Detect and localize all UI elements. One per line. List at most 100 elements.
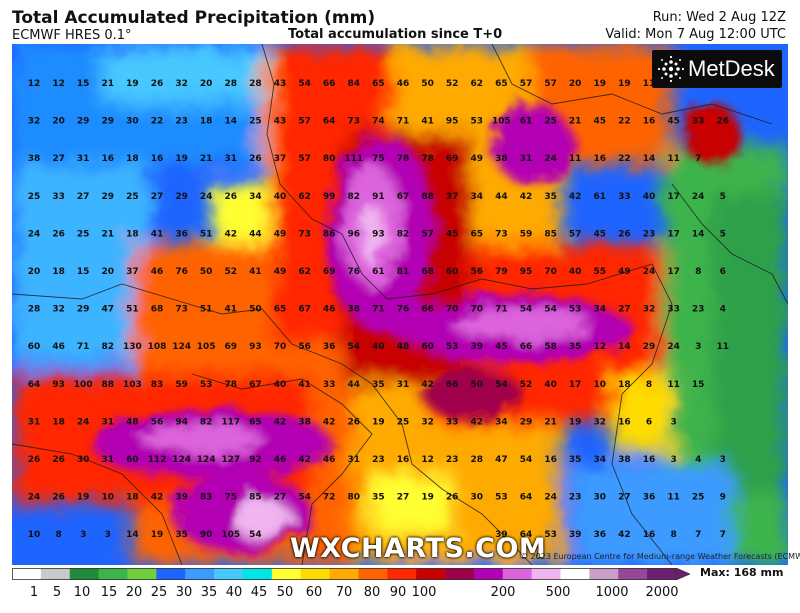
value-label: 62	[298, 267, 311, 277]
value-label: 71	[397, 117, 410, 127]
brand-watermark: WXCHARTS.COM	[290, 533, 547, 564]
value-label: 70	[446, 305, 459, 315]
colorbar-swatch	[531, 568, 562, 580]
value-label: 30	[471, 493, 484, 503]
value-label: 34	[471, 192, 484, 202]
value-label: 59	[175, 380, 188, 390]
valid-time: Valid: Mon 7 Aug 12:00 UTC	[605, 27, 786, 42]
value-label: 54	[249, 530, 262, 540]
value-label: 41	[225, 305, 238, 315]
colorbar-tick-label: 500	[545, 585, 571, 600]
value-label: 5	[720, 192, 726, 202]
value-label: 3	[695, 342, 701, 352]
value-label: 57	[298, 154, 311, 164]
value-label: 7	[695, 154, 701, 164]
colorbar-tick-label: 1000	[595, 585, 629, 600]
colorbar-swatch	[416, 568, 446, 580]
value-label: 88	[421, 192, 434, 202]
colorbar-tick-label: 40	[225, 585, 243, 600]
value-label: 57	[421, 229, 434, 239]
value-label: 16	[151, 154, 164, 164]
value-label: 44	[348, 380, 361, 390]
value-label: 45	[594, 229, 607, 239]
value-label: 19	[618, 79, 631, 89]
value-label: 42	[151, 493, 164, 503]
colorbar-swatch	[445, 568, 475, 580]
value-label: 29	[77, 305, 90, 315]
value-label: 21	[102, 229, 115, 239]
value-label: 130	[123, 342, 142, 352]
value-label: 68	[421, 267, 434, 277]
value-label: 23	[643, 229, 656, 239]
colorbar-swatch	[40, 568, 71, 580]
value-label: 22	[151, 117, 164, 127]
value-label: 76	[175, 267, 188, 277]
value-label: 90	[200, 530, 213, 540]
value-label: 29	[643, 342, 656, 352]
value-label: 12	[594, 342, 607, 352]
value-label: 79	[495, 267, 508, 277]
value-label: 26	[151, 79, 164, 89]
value-label: 61	[594, 192, 607, 202]
value-label: 93	[52, 380, 65, 390]
value-label: 78	[397, 154, 410, 164]
value-label: 65	[249, 417, 262, 427]
colorbar-swatch	[329, 568, 359, 580]
colorbar-swatch	[156, 568, 186, 580]
value-label: 32	[28, 117, 41, 127]
colorbar-swatch	[271, 568, 302, 580]
value-label: 14	[225, 117, 238, 127]
value-label: 6	[720, 267, 726, 277]
logo-text: MetDesk	[688, 56, 775, 81]
value-label: 23	[372, 455, 385, 465]
value-label: 65	[471, 229, 484, 239]
value-label: 59	[520, 229, 533, 239]
value-label: 43	[274, 117, 287, 127]
value-label: 20	[102, 267, 115, 277]
colorbar-tick-label: 15	[100, 585, 118, 600]
value-label: 16	[397, 455, 410, 465]
colorbar-tick-label: 50	[276, 585, 294, 600]
value-label: 19	[372, 417, 385, 427]
value-label: 14	[618, 342, 631, 352]
value-label: 65	[495, 79, 508, 89]
value-label: 35	[372, 380, 385, 390]
precipitation-map[interactable]: 12 12 15 21 19 26 32 20 28 28 43 54 66 84 65 46 50 52 62 65…	[12, 44, 788, 565]
value-label: 11	[667, 493, 680, 503]
value-label: 67	[397, 192, 410, 202]
value-label: 28	[28, 305, 41, 315]
value-label: 42	[298, 455, 311, 465]
value-label: 18	[126, 229, 139, 239]
value-label: 32	[643, 305, 656, 315]
value-label: 70	[544, 267, 557, 277]
value-label: 18	[52, 417, 65, 427]
value-label: 31	[225, 154, 238, 164]
value-label: 27	[397, 493, 410, 503]
value-label: 124	[172, 342, 191, 352]
value-label: 69	[323, 267, 336, 277]
colorbar-tick-label: 70	[335, 585, 353, 600]
value-label: 19	[594, 79, 607, 89]
value-label: 26	[717, 117, 730, 127]
value-labels-layer: 12 12 15 21 19 26 32 20 28 28 43 54 66 84 65 46 50 52 62 65…	[28, 79, 730, 540]
value-label: 38	[618, 455, 631, 465]
value-label: 40	[544, 380, 557, 390]
max-value-label: Max: 168 mm	[700, 566, 784, 579]
value-label: 34	[594, 305, 607, 315]
value-label: 71	[372, 305, 385, 315]
value-label: 36	[594, 530, 607, 540]
value-label: 4	[695, 455, 701, 465]
value-label: 57	[569, 229, 582, 239]
value-label: 55	[594, 267, 607, 277]
value-label: 3	[670, 417, 676, 427]
value-label: 95	[446, 117, 459, 127]
value-label: 36	[175, 229, 188, 239]
value-label: 15	[77, 267, 90, 277]
colorbar-tick-label: 1	[29, 585, 39, 600]
value-label: 23	[175, 117, 188, 127]
value-label: 4	[720, 305, 726, 315]
value-label: 54	[298, 493, 311, 503]
colorbar-tick-label: 45	[250, 585, 268, 600]
value-label: 30	[77, 455, 90, 465]
value-label: 40	[274, 192, 287, 202]
